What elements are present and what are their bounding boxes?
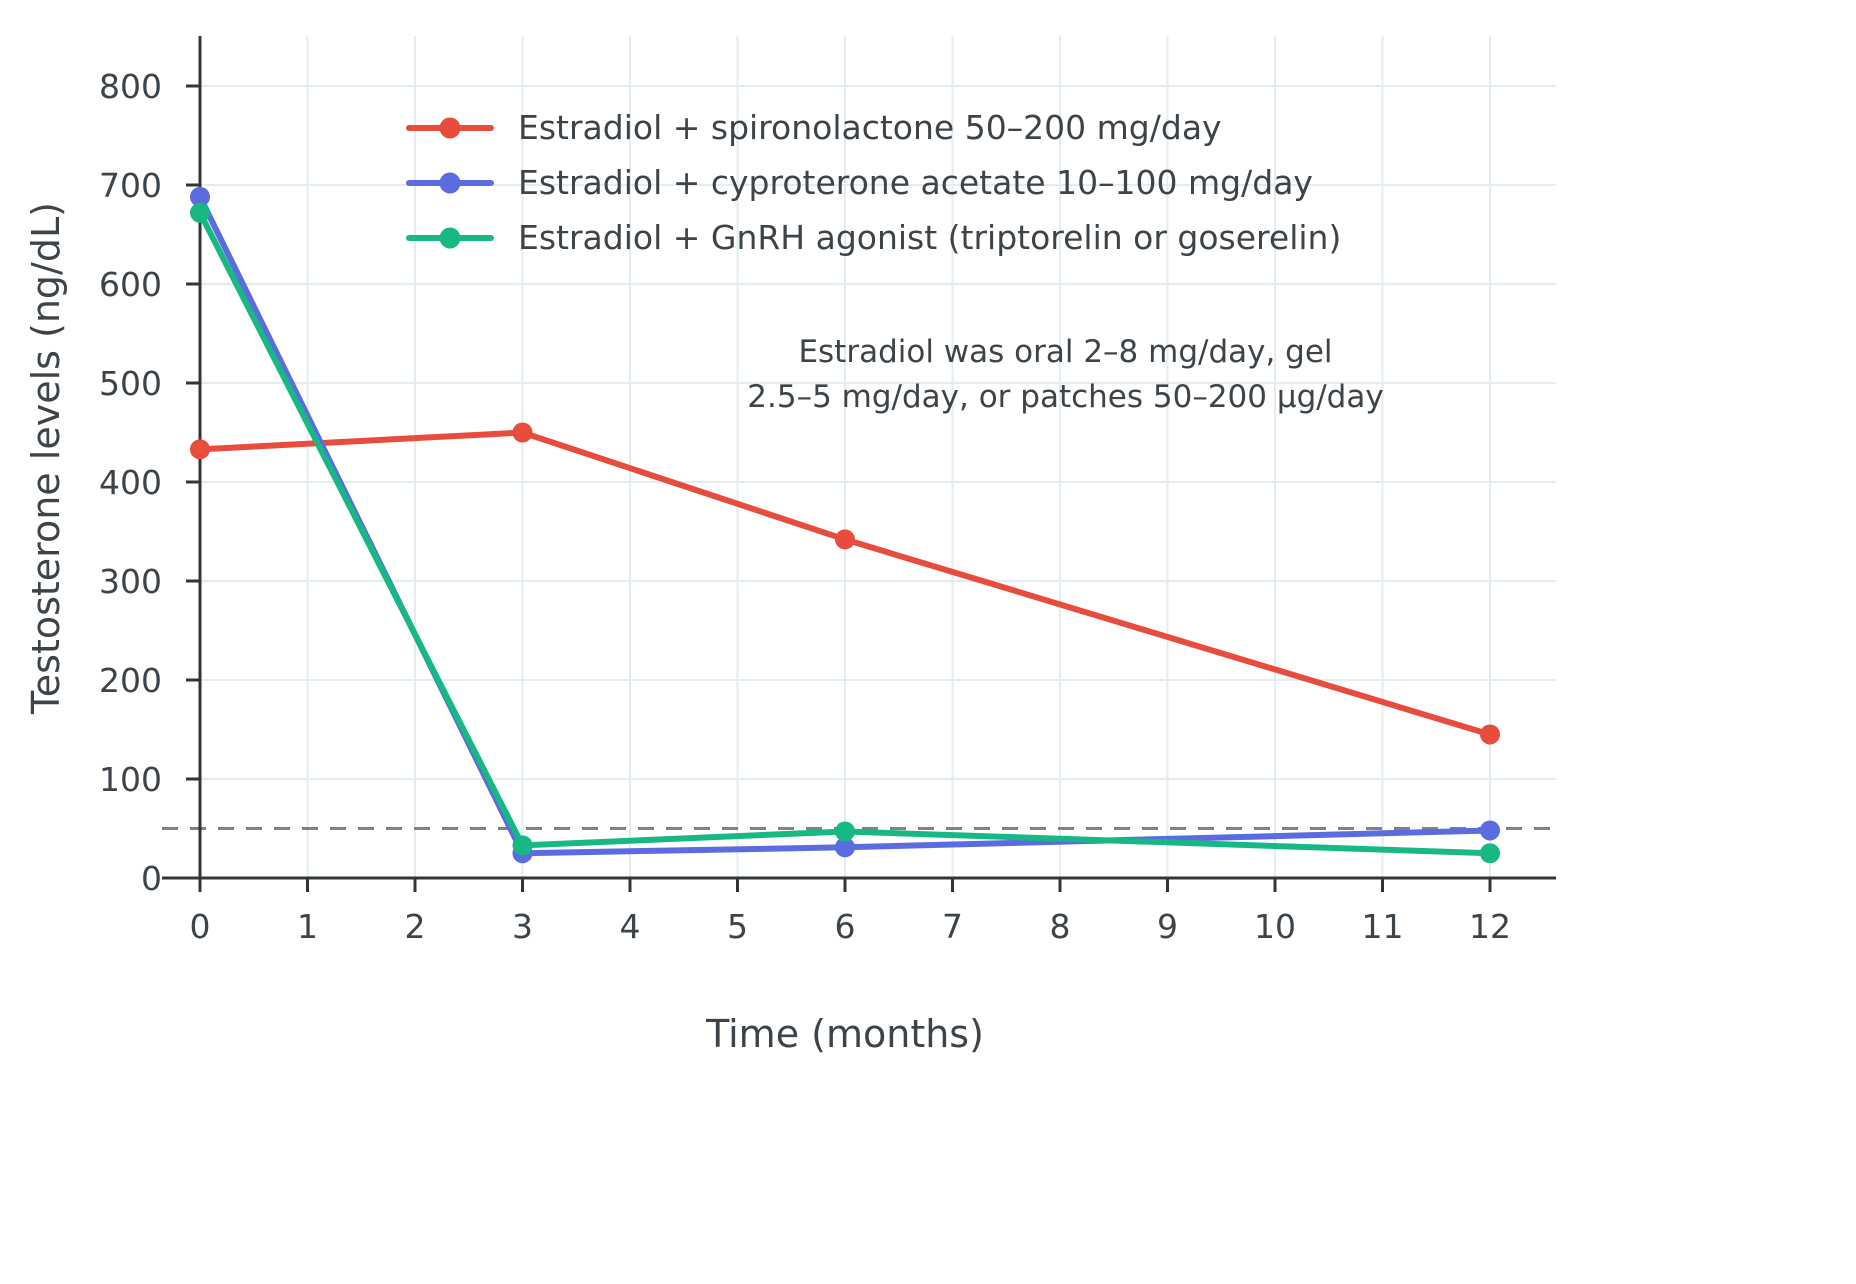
y-tick-label: 800 xyxy=(99,67,162,106)
data-point xyxy=(512,835,533,856)
data-point xyxy=(190,186,210,207)
legend-swatch-dot xyxy=(439,227,461,248)
x-tick-label: 8 xyxy=(1050,907,1071,946)
x-tick-label: 10 xyxy=(1254,907,1296,946)
x-tick-label: 4 xyxy=(620,907,641,946)
data-point xyxy=(1480,724,1500,745)
y-tick-label: 100 xyxy=(99,760,162,799)
annotation-line-1: Estradiol was oral 2–8 mg/day, gel xyxy=(798,334,1333,370)
x-tick-label: 0 xyxy=(190,907,211,946)
y-tick-label: 600 xyxy=(99,265,162,304)
estradiol-dose-annotation: Estradiol was oral 2–8 mg/day, gel 2.5–5… xyxy=(743,330,1388,420)
legend-swatch-dot xyxy=(439,172,461,193)
data-point xyxy=(835,837,855,858)
legend-swatch-line xyxy=(406,172,494,193)
legend-label: Estradiol + spironolactone 50–200 mg/day xyxy=(518,108,1222,147)
x-axis-title: Time (months) xyxy=(706,1012,984,1056)
legend-swatch-line xyxy=(406,227,494,248)
data-point xyxy=(512,422,533,443)
x-tick-label: 7 xyxy=(942,907,963,946)
y-tick-label: 300 xyxy=(99,562,162,601)
data-point xyxy=(835,529,855,550)
x-tick-label: 5 xyxy=(727,907,748,946)
y-tick-label: 200 xyxy=(99,661,162,700)
annotation-line-2: 2.5–5 mg/day, or patches 50–200 µg/day xyxy=(747,379,1384,415)
legend-item-cyproterone: Estradiol + cyproterone acetate 10–100 m… xyxy=(406,155,1341,210)
y-tick-label: 700 xyxy=(99,166,162,205)
legend-label: Estradiol + GnRH agonist (triptorelin or… xyxy=(518,218,1342,257)
legend-item-gnrh-agonist: Estradiol + GnRH agonist (triptorelin or… xyxy=(406,210,1341,265)
legend-label: Estradiol + cyproterone acetate 10–100 m… xyxy=(518,163,1313,202)
x-tick-label: 9 xyxy=(1157,907,1178,946)
series-line xyxy=(197,209,1493,857)
legend-swatch-line xyxy=(406,117,494,138)
y-tick-label: 0 xyxy=(141,859,162,898)
data-point xyxy=(1480,820,1500,841)
data-point xyxy=(190,439,210,460)
data-point xyxy=(1480,843,1500,864)
legend: Estradiol + spironolactone 50–200 mg/day… xyxy=(406,100,1341,265)
x-tick-label: 12 xyxy=(1469,907,1511,946)
data-point xyxy=(190,202,210,223)
x-tick-label: 6 xyxy=(835,907,856,946)
y-tick-label: 400 xyxy=(99,463,162,502)
legend-swatch-dot xyxy=(439,117,461,138)
x-tick-label: 1 xyxy=(297,907,318,946)
x-tick-label: 2 xyxy=(405,907,426,946)
y-tick-label: 500 xyxy=(99,364,162,403)
legend-item-spironolactone: Estradiol + spironolactone 50–200 mg/day xyxy=(406,100,1341,155)
series-line xyxy=(197,429,1493,738)
y-axis-title: Testosterone levels (ng/dL) xyxy=(24,202,68,714)
data-point xyxy=(835,821,855,842)
x-tick-label: 11 xyxy=(1362,907,1404,946)
x-tick-label: 3 xyxy=(512,907,533,946)
